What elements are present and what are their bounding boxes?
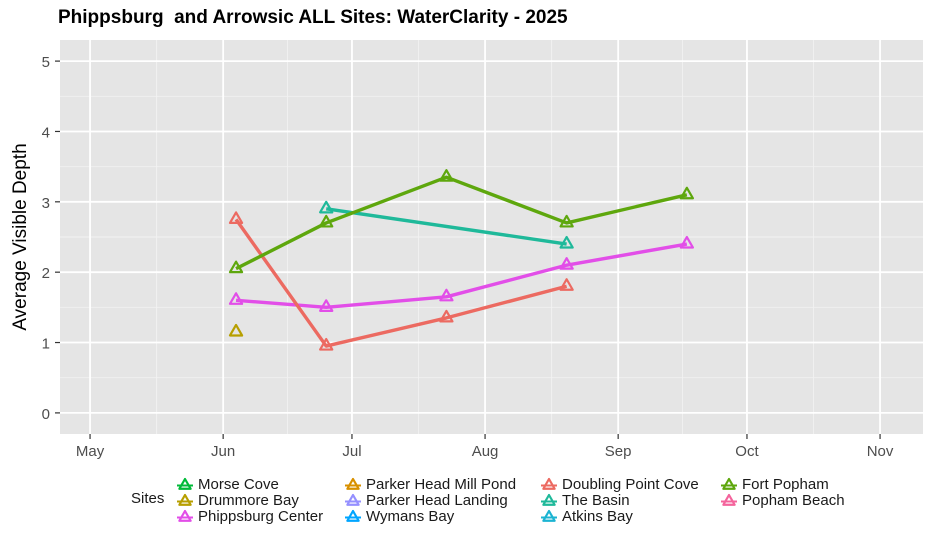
legend-key-icon bbox=[721, 477, 737, 490]
data-point-fort-popham bbox=[679, 186, 695, 200]
y-axis-label: Average Visible Depth bbox=[10, 143, 31, 330]
data-point-doubling-point-cove bbox=[439, 309, 454, 323]
x-tick-label: Aug bbox=[472, 443, 499, 460]
legend-label: Fort Popham bbox=[742, 476, 829, 493]
legend-label: The Basin bbox=[562, 492, 630, 509]
data-point-doubling-point-cove bbox=[559, 278, 574, 291]
legend-label: Doubling Point Cove bbox=[562, 476, 699, 493]
series-line-the-basin bbox=[325, 207, 567, 246]
x-tick-label: Oct bbox=[735, 443, 759, 460]
legend-key-icon bbox=[541, 477, 557, 490]
x-tick-label: Sep bbox=[605, 443, 632, 460]
data-point-doubling-point-cove bbox=[319, 337, 334, 351]
data-point-phippsburg-center bbox=[439, 288, 454, 302]
axis-ticks bbox=[55, 60, 881, 439]
legend-key-icon bbox=[541, 493, 557, 506]
data-point-fort-popham bbox=[319, 214, 334, 228]
legend-key-icon bbox=[177, 509, 193, 522]
series-lines bbox=[234, 175, 688, 348]
legend-label: Atkins Bay bbox=[562, 508, 633, 525]
series-line-doubling-point-cove bbox=[234, 218, 568, 348]
legend-label: Wymans Bay bbox=[366, 508, 455, 525]
legend-title: Sites bbox=[131, 490, 165, 507]
series-line-fort-popham bbox=[235, 175, 688, 271]
grid-major bbox=[60, 40, 923, 434]
series-points bbox=[228, 169, 695, 351]
legend-key-icon bbox=[177, 493, 193, 506]
legend-label: Morse Cove bbox=[198, 476, 279, 493]
y-tick-label: 1 bbox=[42, 336, 50, 353]
data-point-the-basin bbox=[559, 235, 574, 249]
data-point-phippsburg-center bbox=[319, 299, 334, 312]
legend-key-icon bbox=[345, 477, 361, 490]
legend-label: Phippsburg Center bbox=[198, 508, 324, 525]
legend-key-icon bbox=[541, 509, 557, 522]
data-point-fort-popham bbox=[559, 214, 574, 228]
data-point-phippsburg-center bbox=[559, 257, 574, 270]
data-point-doubling-point-cove bbox=[228, 211, 244, 225]
y-tick-labels: 0 1 2 3 4 5 bbox=[42, 54, 50, 423]
legend-label: Drummore Bay bbox=[198, 492, 299, 509]
x-tick-label: Nov bbox=[867, 443, 894, 460]
legend-key-icon bbox=[721, 493, 737, 506]
legend-key-icon bbox=[345, 493, 361, 506]
x-tick-labels: May Jun Jul Aug Sep Oct Nov bbox=[76, 443, 894, 460]
y-tick-label: 2 bbox=[42, 265, 50, 282]
data-point-the-basin bbox=[319, 200, 334, 214]
y-tick-label: 3 bbox=[42, 195, 50, 212]
data-point-drummore-bay bbox=[228, 323, 244, 337]
legend-label: Popham Beach bbox=[742, 492, 845, 509]
data-point-phippsburg-center bbox=[228, 292, 244, 305]
data-point-fort-popham bbox=[228, 260, 244, 274]
legend-label: Parker Head Mill Pond bbox=[366, 476, 517, 493]
y-tick-label: 5 bbox=[42, 54, 50, 71]
y-tick-label: 0 bbox=[42, 406, 50, 423]
legend-key-icon bbox=[177, 477, 193, 490]
x-tick-label: Jul bbox=[342, 443, 361, 460]
data-point-phippsburg-center bbox=[679, 235, 695, 249]
legend-key-icon bbox=[345, 509, 361, 522]
legend-label: Parker Head Landing bbox=[366, 492, 508, 509]
x-tick-label: May bbox=[76, 443, 105, 460]
x-tick-label: Jun bbox=[211, 443, 235, 460]
y-tick-label: 4 bbox=[42, 124, 50, 141]
chart-title: Phippsburg and Arrowsic ALL Sites: Water… bbox=[58, 7, 568, 28]
data-point-fort-popham bbox=[439, 169, 454, 182]
